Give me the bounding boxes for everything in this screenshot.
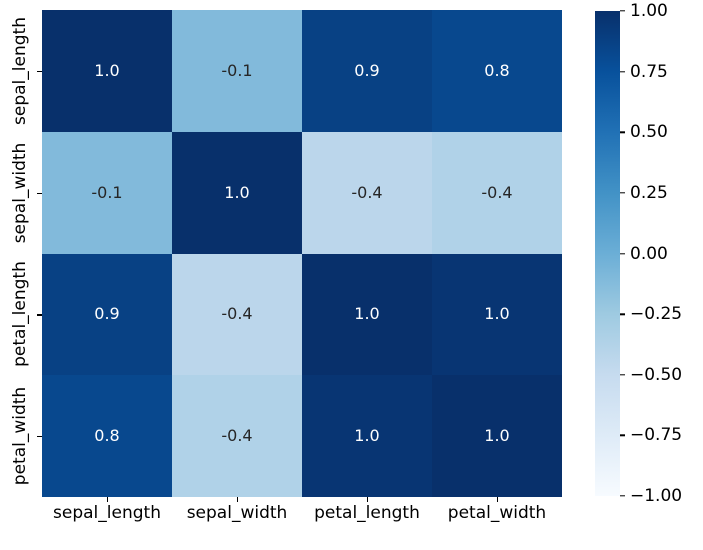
colorbar [595, 11, 620, 496]
heatmap-cell-petal_length-petal_length: 1.0 [302, 253, 432, 376]
cell-value-label: 1.0 [224, 182, 250, 202]
colorbar-tick-mark [620, 313, 625, 315]
colorbar-tick-mark [620, 434, 625, 437]
cell-value-label: -0.4 [351, 182, 383, 202]
x-tick-label-sepal_width: sepal_width [186, 503, 288, 523]
heatmap-cell-petal_width-sepal_length: 0.8 [42, 375, 172, 497]
heatmap-cell-sepal_length-sepal_width: -0.1 [172, 10, 302, 132]
colorbar-tick-mark [620, 374, 625, 376]
x-tick-label-petal_width: petal_width [447, 503, 547, 523]
cell-value-label: 1.0 [354, 426, 380, 446]
y-tick-label-sepal_length: sepal_length [10, 16, 30, 125]
cell-value-label: -0.4 [221, 426, 253, 446]
cell-value-label: 1.0 [354, 304, 380, 324]
x-tick-mark [237, 497, 239, 502]
colorbar-tick-mark [620, 252, 625, 255]
colorbar-tick-label-−0.25: −0.25 [630, 304, 683, 325]
colorbar-tick-label-0.50: 0.50 [630, 122, 668, 143]
y-tick-mark [37, 192, 42, 194]
cell-value-label: 1.0 [94, 60, 120, 80]
heatmap-cell-petal_length-sepal_width: -0.4 [172, 253, 302, 376]
heatmap-cell-sepal_width-petal_length: -0.4 [302, 131, 432, 254]
colorbar-tick-mark [620, 10, 625, 12]
heatmap-cell-sepal_width-sepal_width: 1.0 [172, 131, 302, 254]
x-tick-label-petal_length: petal_length [314, 503, 420, 523]
colorbar-tick-label-−0.75: −0.75 [630, 425, 683, 446]
colorbar-tick-mark [620, 131, 625, 133]
colorbar-tick-label-−0.50: −0.50 [630, 364, 683, 385]
cell-value-label: 0.8 [94, 426, 120, 446]
x-tick-mark [367, 497, 369, 502]
cell-value-label: 0.8 [484, 60, 510, 80]
colorbar-tick-label-1.00: 1.00 [630, 1, 668, 21]
colorbar-tick-mark [620, 192, 625, 194]
colorbar-tick-label-0.75: 0.75 [630, 61, 668, 82]
heatmap-cell-sepal_length-sepal_length: 1.0 [42, 10, 172, 132]
cell-value-label: 1.0 [484, 426, 510, 446]
y-tick-label-sepal_width: sepal_width [10, 142, 30, 243]
colorbar-tick-label-0.00: 0.00 [630, 243, 668, 264]
colorbar-tick-mark [620, 70, 625, 73]
heatmap-cell-petal_width-sepal_width: -0.4 [172, 375, 302, 497]
cell-value-label: 1.0 [484, 304, 510, 324]
cell-value-label: 0.9 [94, 304, 120, 324]
cell-value-label: -0.1 [91, 182, 123, 202]
cell-value-label: 0.9 [354, 60, 380, 80]
heatmap-cell-petal_length-petal_width: 1.0 [432, 253, 562, 376]
y-tick-label-petal_length: petal_length [10, 261, 30, 368]
heatmap-cell-petal_width-petal_width: 1.0 [432, 375, 562, 497]
x-tick-mark [107, 497, 109, 502]
x-tick-label-sepal_length: sepal_length [53, 503, 161, 523]
cell-value-label: -0.4 [221, 304, 253, 324]
x-tick-mark [497, 497, 499, 502]
heatmap-grid: 1.0 -0.1 0.9 0.8 -0.1 1.0 -0.4 -0.4 0.9 -0.4 1.0 1.… [42, 10, 562, 497]
heatmap-cell-sepal_length-petal_width: 0.8 [432, 10, 562, 132]
heatmap-cell-sepal_length-petal_length: 0.9 [302, 10, 432, 132]
y-tick-label-petal_width: petal_width [10, 386, 30, 486]
heatmap-cell-sepal_width-sepal_length: -0.1 [42, 131, 172, 254]
colorbar-tick-label-0.25: 0.25 [630, 182, 668, 203]
y-tick-mark [37, 314, 42, 316]
heatmap-cell-petal_width-petal_length: 1.0 [302, 375, 432, 497]
cell-value-label: -0.4 [481, 182, 513, 202]
cell-value-label: -0.1 [221, 60, 253, 80]
heatmap-cell-petal_length-sepal_length: 0.9 [42, 253, 172, 376]
colorbar-tick-mark [620, 495, 625, 497]
y-tick-mark [37, 70, 42, 73]
colorbar-tick-label-−1.00: −1.00 [630, 486, 683, 506]
heatmap-cell-sepal_width-petal_width: -0.4 [432, 131, 562, 254]
y-tick-mark [37, 436, 42, 438]
